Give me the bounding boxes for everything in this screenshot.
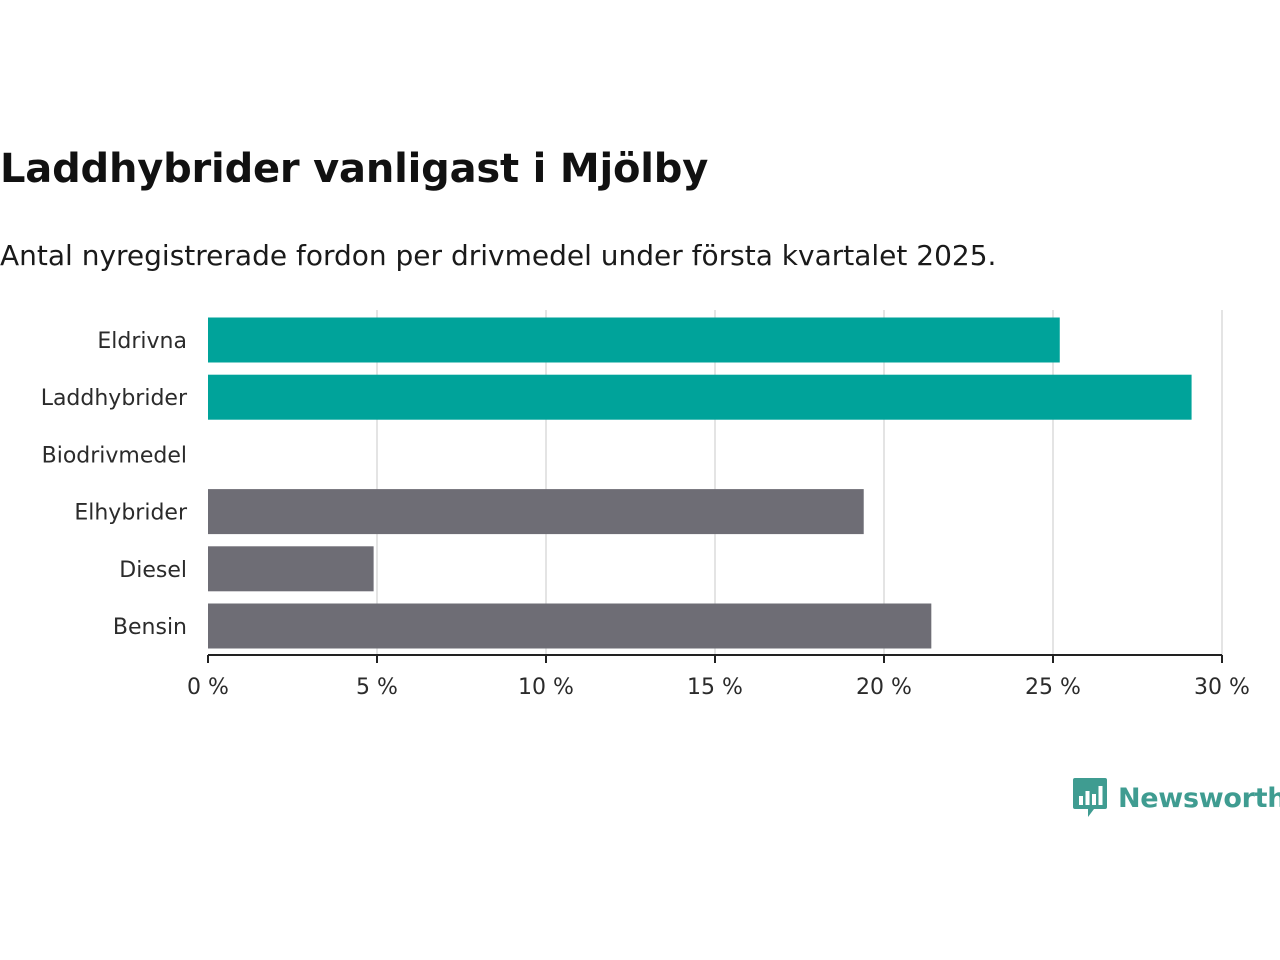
chart-subtitle: Antal nyregistrerade fordon per drivmede… (0, 239, 997, 272)
category-label: Biodrivmedel (42, 443, 187, 468)
chart-title: Laddhybrider vanligast i Mjölby (0, 146, 709, 192)
newsworthy-logo: Newsworthy (1072, 776, 1280, 820)
x-tick-label: 15 % (687, 675, 743, 700)
logo-text: Newsworthy (1118, 782, 1280, 814)
category-label: Diesel (119, 558, 187, 583)
bar-bensin (208, 603, 932, 649)
category-label: Laddhybrider (41, 386, 188, 411)
x-tick-label: 30 % (1194, 675, 1250, 700)
bar-diesel (208, 546, 374, 592)
category-label: Eldrivna (97, 329, 187, 354)
x-tick-label: 0 % (187, 675, 229, 700)
x-tick-label: 20 % (856, 675, 912, 700)
category-label: Elhybrider (74, 501, 188, 526)
bar-eldrivna (208, 317, 1060, 363)
x-tick-label: 10 % (518, 675, 574, 700)
category-label: Bensin (113, 615, 187, 640)
bar-laddhybrider (208, 374, 1192, 420)
x-tick-label: 5 % (356, 675, 398, 700)
bar-elhybrider (208, 489, 864, 535)
x-tick-label: 25 % (1025, 675, 1081, 700)
category-labels: Eldrivna Laddhybrider Biodrivmedel Elhybrid… (41, 329, 188, 640)
bars (208, 317, 1192, 649)
x-axis: 0 % 5 % 10 % 15 % 20 % 25 % 30 % (187, 654, 1250, 700)
gridlines (376, 310, 1223, 655)
bar-chart-speech-bubble-icon (1073, 778, 1107, 817)
